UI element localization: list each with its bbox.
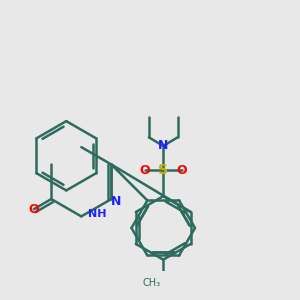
Text: NH: NH: [88, 208, 107, 218]
Text: O: O: [176, 164, 187, 177]
Text: N: N: [158, 140, 168, 152]
Text: CH₃: CH₃: [142, 278, 160, 288]
Text: O: O: [140, 164, 150, 177]
Text: N: N: [111, 196, 121, 208]
Text: S: S: [158, 163, 168, 177]
Text: O: O: [28, 203, 39, 216]
